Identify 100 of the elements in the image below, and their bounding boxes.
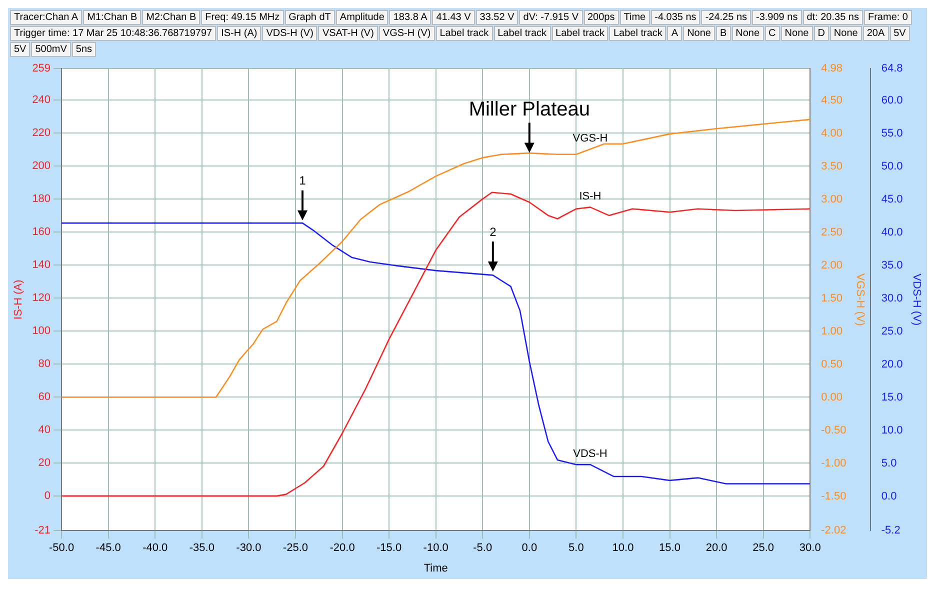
x-tick-label: 15.0 xyxy=(659,542,680,554)
text: Label track xyxy=(494,26,551,41)
text: VSAT-H (V) xyxy=(318,26,378,41)
text: B xyxy=(716,26,731,41)
y-tick-label: 140 xyxy=(32,258,51,271)
text: A xyxy=(667,26,682,41)
y3-tick-label: 64.8 xyxy=(881,62,903,75)
text: IS-H (A) xyxy=(217,26,262,41)
y3-tick-label: 55.0 xyxy=(881,127,903,140)
y2-tick-label: 2.00 xyxy=(821,259,843,272)
x-tick-label: 0.0 xyxy=(522,542,538,554)
y3-tick-label: 10.0 xyxy=(881,424,903,436)
text: None xyxy=(683,26,715,41)
annotation: Miller Plateau xyxy=(468,98,590,120)
x-tick-label: -25.0 xyxy=(282,542,308,554)
text: -24.25 ns xyxy=(701,10,752,25)
series-label: VDS-H xyxy=(573,448,608,460)
x-tick-label: -50.0 xyxy=(49,542,74,554)
y2-tick-label: 3.50 xyxy=(821,160,843,172)
y2-axis-title: VGS-H (V) xyxy=(854,273,866,326)
text: 41.43 V xyxy=(432,10,475,25)
text: Graph dT xyxy=(284,10,335,25)
y3-axis-title: VDS-H (V) xyxy=(910,274,922,326)
y3-tick-label: 20.0 xyxy=(881,358,903,370)
y2-tick-label: 4.50 xyxy=(821,94,843,106)
text: None xyxy=(830,26,862,41)
y3-tick-label: 40.0 xyxy=(881,226,903,238)
x-tick-label: -10.0 xyxy=(423,542,448,554)
x-axis-title: Time xyxy=(424,562,448,574)
text: 500mV xyxy=(31,42,71,57)
text: Trigger time: 17 Mar 25 10:48:36.768719797 xyxy=(10,26,216,41)
text: Label track xyxy=(552,26,608,41)
text: Amplitude xyxy=(336,10,388,25)
y3-tick-label: 45.0 xyxy=(881,193,903,206)
x-tick-label: 30.0 xyxy=(799,542,821,554)
text: M1:Chan B xyxy=(83,10,142,25)
y-tick-label: 160 xyxy=(32,226,51,238)
y3-tick-label: 35.0 xyxy=(881,259,903,272)
text: M2:Chan B xyxy=(142,10,200,25)
y2-tick-label: 1.00 xyxy=(821,325,843,338)
text: Time xyxy=(620,10,650,25)
x-tick-label: -5.0 xyxy=(473,542,492,554)
x-tick-label: 10.0 xyxy=(612,542,634,554)
y-tick-label: 100 xyxy=(32,324,51,337)
text: None xyxy=(780,26,813,41)
text: Freq: 49.15 MHz xyxy=(201,10,284,25)
x-tick-label: -45.0 xyxy=(96,542,121,554)
y-axis-title: IS-H (A) xyxy=(12,280,25,320)
text: 20A xyxy=(862,26,889,41)
text: None xyxy=(732,26,764,41)
text: dt: 20.35 ns xyxy=(802,10,863,25)
y-tick-label: 200 xyxy=(32,160,51,172)
text: -3.909 ns xyxy=(752,10,802,25)
y3-tick-label: 50.0 xyxy=(881,160,903,172)
x-tick-label: -20.0 xyxy=(330,542,355,554)
y3-tick-label: -5.2 xyxy=(881,524,900,537)
y-tick-label: 120 xyxy=(32,292,51,304)
text: Tracer:Chan A xyxy=(10,10,82,25)
text: VGS-H (V) xyxy=(378,26,435,41)
series-label: IS-H xyxy=(579,190,602,203)
annotation: 1 xyxy=(299,174,306,188)
text: D xyxy=(814,26,829,41)
y-tick-label: 20 xyxy=(38,456,51,469)
text: Label track xyxy=(436,26,493,41)
text: 183.8 A xyxy=(389,10,432,25)
y3-tick-label: 0.0 xyxy=(881,490,897,502)
y2-tick-label: -1.50 xyxy=(821,490,846,502)
x-tick-label: -15.0 xyxy=(376,542,402,554)
y2-tick-label: -2.02 xyxy=(821,524,846,537)
y3-tick-label: 60.0 xyxy=(881,94,903,106)
y2-tick-label: -1.00 xyxy=(821,457,846,470)
y3-tick-label: 5.0 xyxy=(881,457,897,470)
text: 33.52 V xyxy=(476,10,518,25)
x-tick-label: 20.0 xyxy=(706,542,728,554)
y-tick-label: 180 xyxy=(32,192,51,205)
y3-tick-label: 15.0 xyxy=(881,391,903,404)
text: 5V xyxy=(10,42,30,57)
y-tick-label: 0 xyxy=(44,490,51,502)
text: 5V xyxy=(890,26,910,41)
y-tick-label: 220 xyxy=(32,126,51,139)
x-tick-label: -30.0 xyxy=(236,542,262,554)
annotation: 2 xyxy=(490,224,497,239)
y-tick-label: 259 xyxy=(32,62,51,75)
x-tick-label: -35.0 xyxy=(189,542,214,554)
x-tick-label: -40.0 xyxy=(142,542,168,554)
y2-tick-label: 4.00 xyxy=(821,127,843,140)
x-tick-label: 5.0 xyxy=(568,542,584,554)
text: 5ns xyxy=(72,42,96,57)
y3-tick-label: 30.0 xyxy=(881,292,903,304)
y2-tick-label: 0.00 xyxy=(821,391,843,404)
y-tick-label: 60 xyxy=(38,390,51,403)
y3-tick-label: 25.0 xyxy=(881,325,903,338)
y-tick-label: -21 xyxy=(34,524,51,537)
text: Label track xyxy=(609,26,666,41)
y-tick-label: 240 xyxy=(32,94,51,106)
y-tick-label: 40 xyxy=(38,424,51,436)
text: 200ps xyxy=(584,10,619,25)
y2-tick-label: 3.00 xyxy=(821,193,843,206)
text: C xyxy=(764,26,780,41)
y2-tick-label: -0.50 xyxy=(821,424,846,436)
